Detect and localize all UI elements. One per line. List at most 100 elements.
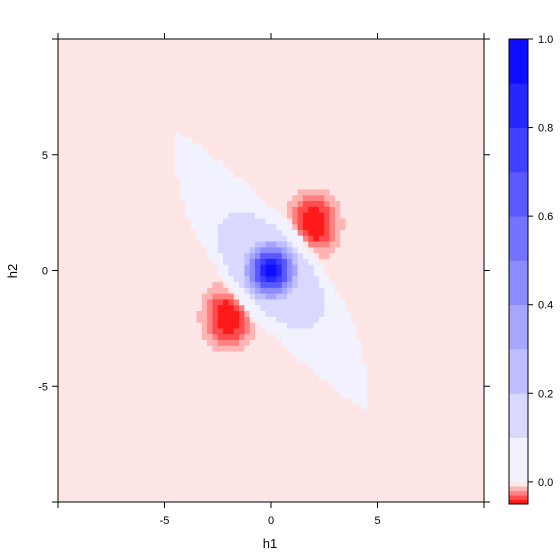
heatmap-cell (318, 224, 325, 231)
heatmap-cell (308, 189, 315, 196)
heatmap-cell (297, 189, 304, 196)
heatmap-cell (212, 160, 219, 167)
heatmap-cell (350, 201, 357, 208)
heatmap-cell (308, 62, 315, 69)
heatmap-cell (116, 212, 123, 220)
heatmap-cell (324, 397, 331, 405)
heatmap-cell (302, 131, 309, 138)
heatmap-cell (95, 114, 102, 121)
heatmap-cell (239, 264, 245, 272)
heatmap-cell (84, 73, 91, 81)
heatmap-cell (207, 403, 214, 410)
heatmap-cell (228, 201, 235, 208)
heatmap-cell (271, 316, 277, 324)
heatmap-cell (265, 415, 272, 422)
heatmap-cell (169, 386, 176, 393)
heatmap-cell (271, 253, 277, 260)
heatmap-cell (313, 357, 320, 364)
heatmap-cell (366, 125, 373, 133)
heatmap-cell (100, 120, 107, 127)
heatmap-cell (388, 143, 395, 150)
heatmap-cell (366, 166, 373, 173)
heatmap-cell (111, 160, 118, 167)
heatmap-cell (73, 62, 80, 69)
heatmap-cell (350, 206, 357, 214)
heatmap-cell (265, 50, 272, 57)
heatmap-cell (265, 299, 272, 306)
heatmap-cell (350, 293, 357, 301)
heatmap-cell (233, 322, 240, 329)
heatmap-cell (79, 264, 86, 272)
heatmap-cell (185, 235, 192, 243)
heatmap-cell (350, 131, 357, 138)
heatmap-cell (350, 449, 357, 457)
heatmap-cell (127, 253, 134, 260)
heatmap-cell (148, 415, 155, 422)
heatmap-cell (196, 473, 203, 480)
heatmap-cell (281, 120, 288, 127)
heatmap-cell (313, 478, 320, 486)
heatmap-cell (191, 102, 198, 110)
heatmap-cell (313, 287, 320, 295)
heatmap-cell (63, 368, 70, 376)
heatmap-cell (286, 449, 293, 457)
heatmap-cell (324, 264, 331, 272)
heatmap-cell (58, 91, 64, 98)
heatmap-cell (302, 276, 309, 283)
heatmap-cell (63, 247, 70, 254)
heatmap-cell (127, 386, 134, 393)
heatmap-cell (286, 44, 293, 52)
heatmap-cell (329, 478, 336, 486)
heatmap-cell (217, 311, 224, 318)
heatmap-cell (79, 172, 86, 179)
heatmap-cell (345, 91, 352, 98)
heatmap-cell (148, 218, 155, 225)
heatmap-cell (388, 39, 395, 46)
heatmap-cell (105, 357, 112, 364)
heatmap-cell (297, 392, 304, 399)
heatmap-cell (132, 258, 139, 266)
heatmap-cell (217, 392, 224, 399)
heatmap-cell (233, 316, 240, 324)
heatmap-cell (255, 403, 261, 410)
heatmap-cell (345, 432, 352, 439)
heatmap-cell (207, 432, 214, 439)
heatmap-cell (201, 166, 208, 173)
heatmap-cell (196, 368, 203, 376)
heatmap-cell (271, 44, 277, 52)
heatmap-cell (153, 496, 160, 503)
heatmap-cell (308, 120, 315, 127)
heatmap-cell (382, 432, 389, 439)
heatmap-cell (73, 166, 80, 173)
heatmap-cell (212, 258, 219, 266)
heatmap-cell (212, 108, 219, 115)
heatmap-cell (249, 322, 256, 329)
heatmap-cell (63, 374, 70, 382)
heatmap-cell (350, 247, 357, 254)
heatmap-cell (318, 339, 325, 347)
heatmap-cell (63, 426, 70, 434)
heatmap-cell (217, 357, 224, 364)
heatmap-cell (127, 299, 134, 306)
heatmap-cell (345, 247, 352, 254)
heatmap-cell (180, 62, 187, 69)
heatmap-cell (116, 224, 123, 231)
heatmap-cell (143, 224, 150, 231)
heatmap-cell (244, 409, 251, 416)
heatmap-cell (73, 73, 80, 81)
heatmap-cell (313, 120, 320, 127)
heatmap-cell (121, 137, 128, 144)
heatmap-cell (233, 380, 240, 387)
heatmap-cell (164, 478, 171, 486)
heatmap-cell (201, 73, 208, 81)
heatmap-cell (228, 206, 235, 214)
heatmap-cell (223, 212, 229, 220)
heatmap-cell (143, 172, 150, 179)
heatmap-cell (233, 218, 240, 225)
heatmap-cell (153, 455, 160, 463)
heatmap-cell (382, 351, 389, 358)
heatmap-cell (132, 125, 139, 133)
heatmap-cell (372, 177, 379, 185)
heatmap-cell (340, 50, 347, 57)
heatmap-cell (121, 328, 128, 335)
